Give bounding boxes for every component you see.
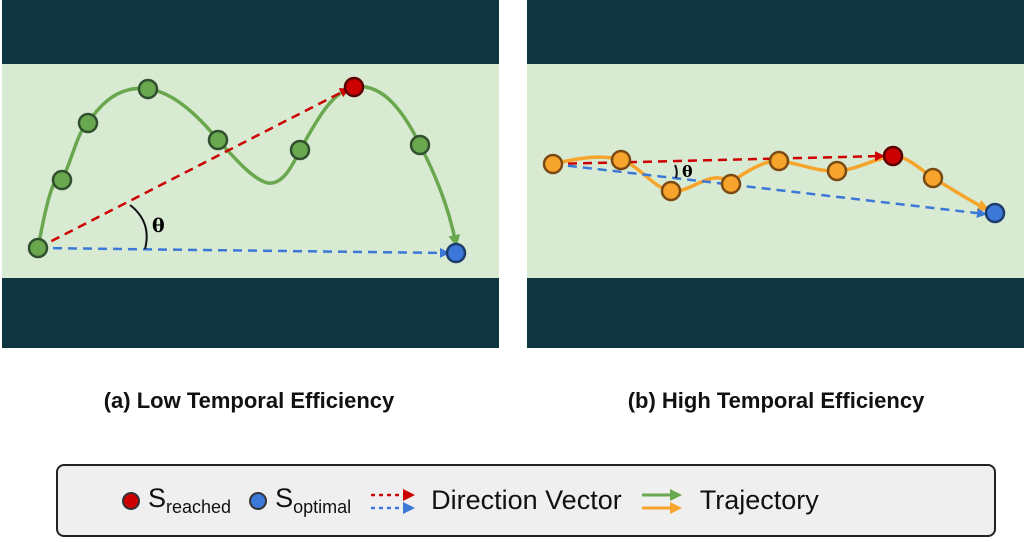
solid-arrow-icon [641,488,682,514]
trajectory-node [51,169,73,191]
trajectory-node [768,150,790,172]
bottom-wall [527,278,1024,348]
caption-panel-a: (a) Low Temporal Efficiency [103,388,395,413]
bottom-wall [2,278,499,348]
reached-state-node [882,145,904,167]
direction-vector-reached [37,87,350,250]
trajectory-node [720,173,742,195]
angle-arc [674,164,678,179]
trajectory-path [36,84,461,249]
trajectory-node [660,180,682,202]
trajectory-node [27,237,49,259]
panel-high-efficiency: θ [527,0,1024,348]
angle-arc [129,204,148,250]
trajectory-node [409,134,431,156]
panel-low-efficiency: θ [2,0,499,348]
legend-trajectory: Trajectory [640,485,819,516]
trajectory-label: Trajectory [699,485,819,515]
legend-reached: Sreached [122,483,231,518]
direction-vector-optimal [552,162,987,219]
trajectory-node [826,160,848,182]
trajectory-node [207,129,229,151]
caption-panel-b: (b) High Temporal Efficiency [627,388,925,413]
top-wall [527,0,1024,64]
trajectory-node [77,112,99,134]
direction-vector-label: Direction Vector [431,485,622,515]
angle-label: θ [152,215,165,237]
panel-a-diagram: θ [2,0,499,348]
optimal-subscript: optimal [293,497,352,517]
top-wall [2,0,499,64]
direction-vector-optimal [37,246,450,258]
legend-direction-vector: Direction Vector [369,485,622,516]
optimal-state-node [984,202,1006,224]
trajectory-node [542,153,564,175]
trajectory-node [137,78,159,100]
optimal-dot-icon [249,491,268,510]
reached-subscript: reached [166,497,232,517]
trajectory-node [289,139,311,161]
trajectory-node [922,167,944,189]
legend-optimal: Soptimal [249,483,351,518]
reached-dot-icon [122,491,140,510]
direction-vector-reached [552,151,885,166]
legend: Sreached Soptimal Direction Vector Traje… [56,464,996,537]
optimal-state-node [445,242,467,264]
reached-symbol: S [148,483,167,513]
dashed-arrow-icon [371,488,416,514]
optimal-symbol: S [275,483,294,513]
angle-label: θ [682,162,693,181]
panel-b-diagram: θ [527,0,1024,348]
trajectory-node [610,149,632,171]
reached-state-node [343,76,365,98]
